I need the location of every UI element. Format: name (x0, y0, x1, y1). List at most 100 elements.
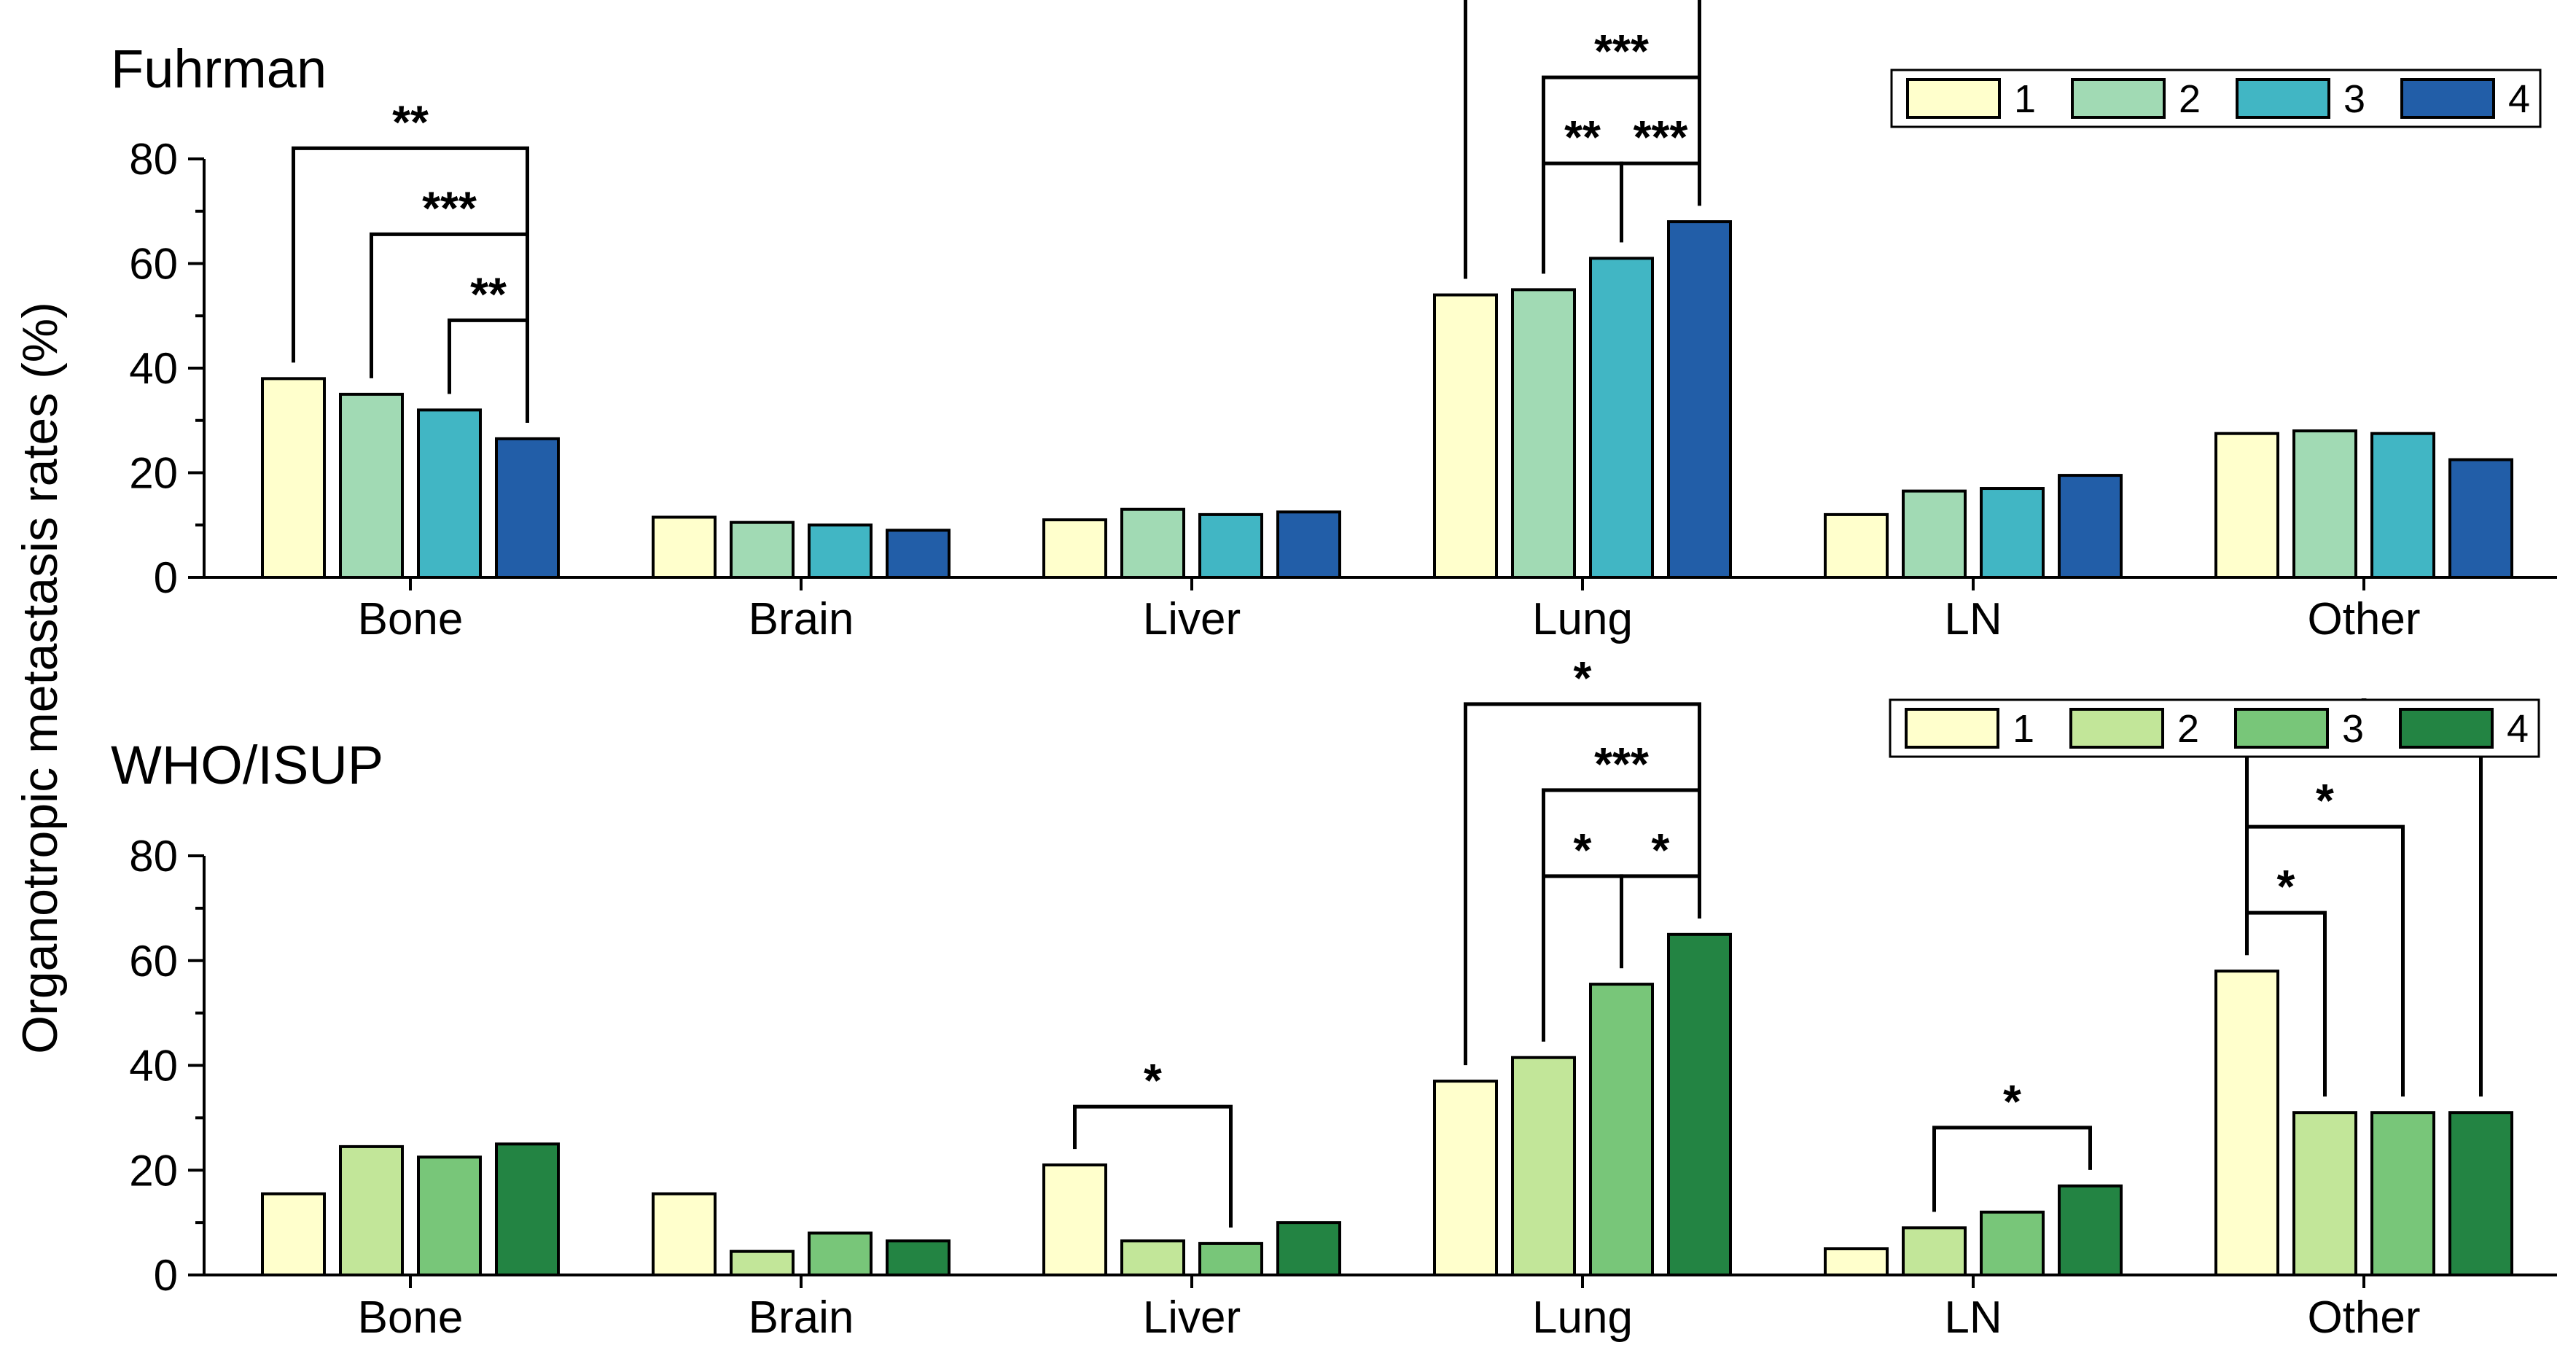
x-tick-label-bone: Bone (358, 594, 464, 644)
significance-label: * (2277, 860, 2295, 913)
legend: 1 2 3 4 (1889, 698, 2540, 758)
legend-swatch-4 (2400, 78, 2495, 119)
bar-brain-series-2 (730, 520, 795, 579)
y-tick-label: 80 (129, 135, 178, 184)
x-tick-label-brain: Brain (749, 1292, 854, 1343)
bar-brain-series-2 (730, 1249, 795, 1276)
bar-other-series-4 (2448, 458, 2513, 579)
x-tick-label-other: Other (2307, 594, 2420, 644)
bar-brain-series-4 (886, 1239, 951, 1276)
bar-other-series-2 (2292, 1111, 2357, 1276)
bar-other-series-3 (2370, 1111, 2435, 1276)
bar-bone-series-4 (495, 1142, 560, 1276)
legend-label-1: 1 (2014, 77, 2036, 121)
legend-label-4: 4 (2507, 707, 2529, 751)
y-tick-label: 60 (129, 240, 178, 289)
bar-lung-series-2 (1511, 1056, 1576, 1276)
bar-ln-series-1 (1824, 512, 1889, 580)
y-tick-label: 20 (129, 449, 178, 498)
legend-label-2: 2 (2179, 77, 2201, 121)
significance-label: ** (392, 95, 429, 148)
legend-swatch-2 (2071, 78, 2166, 119)
x-tick-label-liver: Liver (1143, 1292, 1241, 1343)
y-tick-label: 40 (129, 1042, 178, 1091)
significance-label: * (1652, 824, 1670, 876)
significance-label: * (1574, 652, 1592, 704)
x-tick-label-other: Other (2307, 1292, 2420, 1343)
x-tick-label-ln: LN (1944, 594, 2002, 644)
bar-ln-series-3 (1980, 487, 2045, 580)
bar-liver-series-3 (1198, 1241, 1263, 1276)
significance-label: * (1574, 824, 1592, 876)
bar-ln-series-1 (1824, 1247, 1889, 1276)
bar-ln-series-2 (1902, 1226, 1967, 1276)
bar-liver-series-2 (1120, 507, 1185, 579)
legend-label-1: 1 (2013, 707, 2034, 751)
significance-bracket (2245, 738, 2483, 1097)
significance-label: *** (1594, 738, 1649, 790)
bar-other-series-2 (2292, 429, 2357, 579)
bar-liver-series-3 (1198, 512, 1263, 580)
bar-bone-series-3 (417, 408, 482, 580)
bar-lung-series-1 (1433, 1080, 1498, 1276)
chart-panel-2: WHO/ISUP 0 20 40 60 80 Bone Brain Liver Lung LN Oth… (111, 652, 2557, 1343)
significance-label: *** (422, 182, 477, 234)
bar-bone-series-4 (495, 437, 560, 579)
bar-bone-series-2 (339, 1144, 404, 1276)
chart-title: Fuhrman (111, 39, 327, 99)
bar-liver-series-4 (1276, 1221, 1341, 1276)
y-tick-label: 20 (129, 1146, 178, 1195)
significance-bracket (1464, 0, 1701, 279)
bar-liver-series-2 (1120, 1239, 1185, 1276)
bar-bone-series-3 (417, 1155, 482, 1276)
significance-label: * (1144, 1054, 1162, 1107)
bar-lung-series-2 (1511, 288, 1576, 579)
significance-label: ** (470, 268, 507, 320)
bar-brain-series-4 (886, 529, 951, 579)
y-tick-label: 0 (154, 553, 178, 602)
bar-lung-series-4 (1667, 932, 1732, 1276)
significance-label: *** (1594, 25, 1649, 77)
legend-label-3: 3 (2343, 77, 2365, 121)
bar-bone-series-1 (261, 377, 326, 579)
chart-panel-1: Fuhrman 0 20 40 60 80 Bone Brain Liver Lung LN Othe… (111, 0, 2557, 644)
x-tick-label-bone: Bone (358, 1292, 464, 1343)
bar-ln-series-4 (2058, 1184, 2123, 1276)
x-tick-label-lung: Lung (1532, 594, 1633, 644)
bar-ln-series-4 (2058, 474, 2123, 580)
bar-brain-series-1 (652, 515, 717, 579)
y-tick-label: 0 (154, 1251, 178, 1300)
significance-bracket (1932, 1126, 2092, 1212)
bar-liver-series-4 (1276, 510, 1341, 579)
legend-label-3: 3 (2342, 707, 2364, 751)
bar-brain-series-1 (652, 1192, 717, 1276)
significance-label: ** (1564, 111, 1601, 163)
x-tick-label-brain: Brain (749, 594, 854, 644)
bar-bone-series-1 (261, 1192, 326, 1276)
y-axis-label: Organotropic metastasis rates (%) (12, 302, 68, 1054)
significance-bracket (292, 146, 529, 423)
bar-other-series-4 (2448, 1111, 2513, 1276)
y-tick-label: 60 (129, 937, 178, 986)
legend-label-2: 2 (2177, 707, 2199, 751)
y-tick-label: 80 (129, 832, 178, 881)
x-tick-label-lung: Lung (1532, 1292, 1633, 1343)
legend: 1 2 3 4 (1890, 69, 2542, 128)
legend-label-4: 4 (2508, 77, 2530, 121)
legend-swatch-3 (2234, 708, 2329, 749)
bar-lung-series-4 (1667, 220, 1732, 579)
legend-swatch-1 (1906, 78, 2001, 119)
bar-brain-series-3 (808, 1231, 873, 1276)
significance-label: * (2003, 1075, 2021, 1128)
bar-lung-series-1 (1433, 293, 1498, 579)
bar-other-series-1 (2214, 970, 2279, 1276)
significance-bracket (448, 318, 529, 423)
significance-bracket (1073, 1104, 1233, 1228)
bar-other-series-1 (2214, 432, 2279, 579)
bar-lung-series-3 (1589, 983, 1654, 1276)
bar-ln-series-2 (1902, 489, 1967, 579)
bar-bone-series-2 (339, 392, 404, 579)
x-tick-label-ln: LN (1944, 1292, 2002, 1343)
